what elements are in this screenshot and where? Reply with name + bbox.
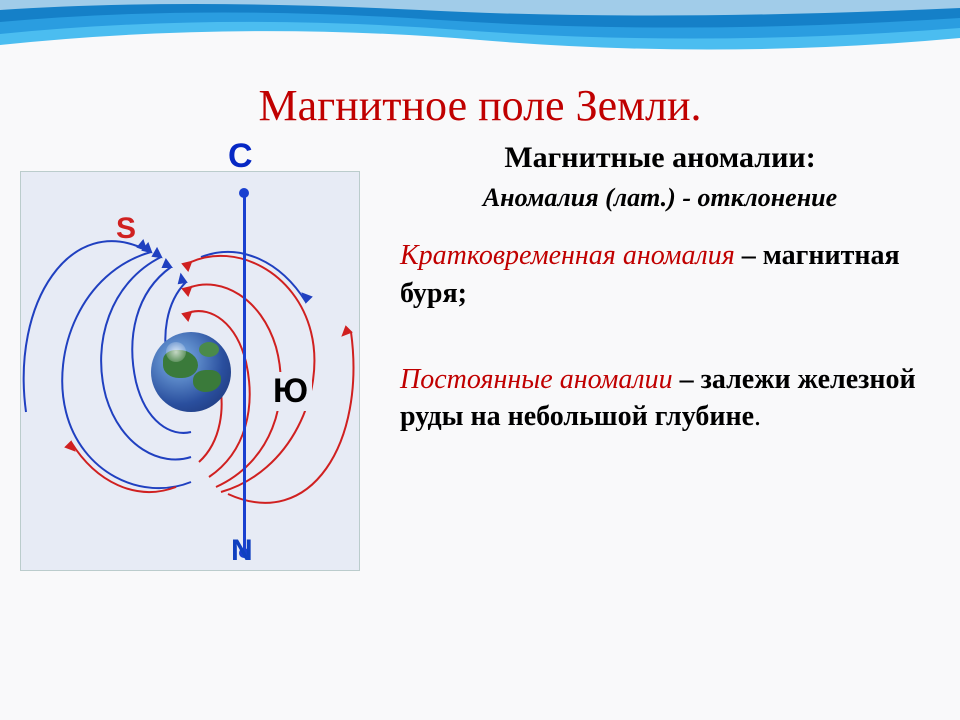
magnetic-south-label: S [116, 212, 136, 246]
header-wave [0, 0, 960, 70]
axis-tip-top [239, 188, 249, 198]
earth-globe [151, 332, 231, 412]
content-row: С [0, 131, 960, 571]
page-title: Магнитное поле Земли. [0, 80, 960, 131]
anomalies-heading: Магнитные аномалии: [400, 141, 920, 175]
anomaly-etymology: Аномалия (лат.) - отклонение [400, 183, 920, 213]
para1-term: Кратковременная аномалия [400, 240, 735, 271]
geographic-south-label: Ю [269, 372, 312, 411]
para-short-term-anomaly: Кратковременная аномалия – магнитная бур… [400, 237, 920, 313]
magnetic-north-label: N [231, 534, 253, 568]
diagram-column: С [20, 141, 380, 571]
para2-term: Постоянные аномалии [400, 364, 673, 395]
para-permanent-anomaly: Постоянные аномалии – залежи железной ру… [400, 361, 920, 437]
rotation-axis [243, 192, 246, 552]
magnetic-field-diagram: S N Ю [20, 171, 360, 571]
para2-period: . [754, 401, 761, 432]
text-column: Магнитные аномалии: Аномалия (лат.) - от… [380, 141, 920, 571]
